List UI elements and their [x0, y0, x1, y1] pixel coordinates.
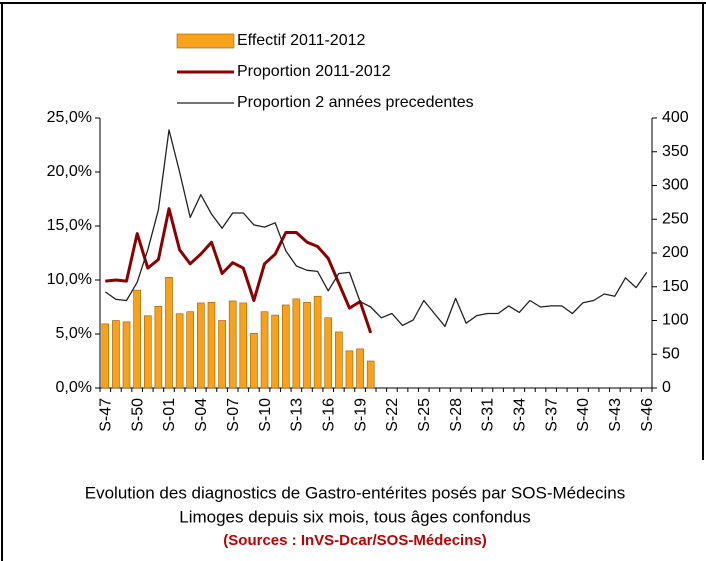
legend-label: Proportion 2011-2012 — [237, 63, 391, 80]
line-series — [104, 129, 648, 328]
y-tick-label: 0,0% — [56, 379, 92, 396]
x-tick-label: S-47 — [98, 398, 115, 432]
x-tick-label: S-07 — [225, 398, 242, 432]
legend-label: Proportion 2 années precedentes — [237, 94, 474, 111]
x-tick-label: S-19 — [352, 398, 369, 432]
y2-tick-label: 0 — [662, 379, 671, 396]
x-tick-label: S-22 — [384, 398, 401, 432]
bar — [345, 350, 354, 389]
x-tick-label: S-25 — [416, 398, 433, 432]
chart-source: (Sources : InVS-Dcar/SOS-Médecins) — [223, 532, 486, 549]
y-tick-label: 15,0% — [47, 217, 92, 234]
x-tick-label: S-37 — [543, 398, 560, 432]
bar — [175, 313, 184, 389]
x-tick-label: S-10 — [257, 398, 274, 432]
bar — [133, 289, 141, 389]
y-tick-label: 5,0% — [56, 325, 92, 342]
x-tick-label: S-50 — [129, 398, 146, 432]
x-tick-label: S-16 — [320, 398, 337, 432]
x-tick-label: S-43 — [607, 398, 624, 432]
x-tick-label: S-28 — [448, 398, 465, 432]
bar — [228, 300, 237, 389]
y2-tick-label: 150 — [662, 278, 689, 295]
chart-title: Evolution des diagnostics de Gastro-enté… — [85, 483, 626, 502]
bar — [292, 298, 301, 389]
bar — [335, 331, 343, 389]
bar — [239, 302, 248, 389]
legend-swatch — [176, 33, 235, 49]
legend-label: Effectif 2011-2012 — [237, 32, 365, 49]
bar — [250, 333, 258, 389]
x-tick-label: S-34 — [512, 398, 529, 432]
bar — [112, 320, 120, 389]
y2-tick-label: 300 — [662, 177, 689, 194]
x-tick-label: S-01 — [161, 398, 178, 432]
bar — [271, 314, 279, 389]
bar — [366, 360, 375, 389]
bar — [186, 311, 195, 389]
y2-tick-label: 400 — [662, 109, 689, 126]
bar — [165, 276, 173, 389]
x-tick-label: S-13 — [289, 398, 306, 432]
bar — [324, 317, 333, 389]
bar — [303, 301, 311, 389]
y-tick-label: 10,0% — [47, 271, 92, 288]
x-tick-label: S-04 — [193, 398, 210, 432]
bar — [143, 315, 152, 389]
y2-tick-label: 350 — [662, 143, 689, 160]
bar — [313, 295, 322, 389]
bar — [260, 311, 269, 389]
line-series — [105, 207, 373, 334]
bar — [154, 306, 163, 389]
y-tick-label: 20,0% — [47, 163, 92, 180]
bar — [207, 301, 216, 389]
y2-tick-label: 100 — [662, 312, 689, 329]
bar — [197, 302, 205, 389]
x-tick-label: S-46 — [639, 398, 656, 432]
chart-subtitle: Limoges depuis six mois, tous âges confo… — [179, 507, 531, 526]
bar — [356, 348, 364, 389]
bar — [218, 320, 226, 389]
y2-tick-label: 50 — [662, 345, 680, 362]
bar — [281, 304, 290, 389]
x-tick-label: S-31 — [480, 398, 497, 432]
bar — [101, 323, 110, 389]
bar — [122, 321, 131, 389]
y2-tick-label: 250 — [662, 210, 689, 227]
y2-tick-label: 200 — [662, 244, 689, 261]
x-tick-label: S-40 — [575, 398, 592, 432]
y-tick-label: 25,0% — [47, 109, 92, 126]
